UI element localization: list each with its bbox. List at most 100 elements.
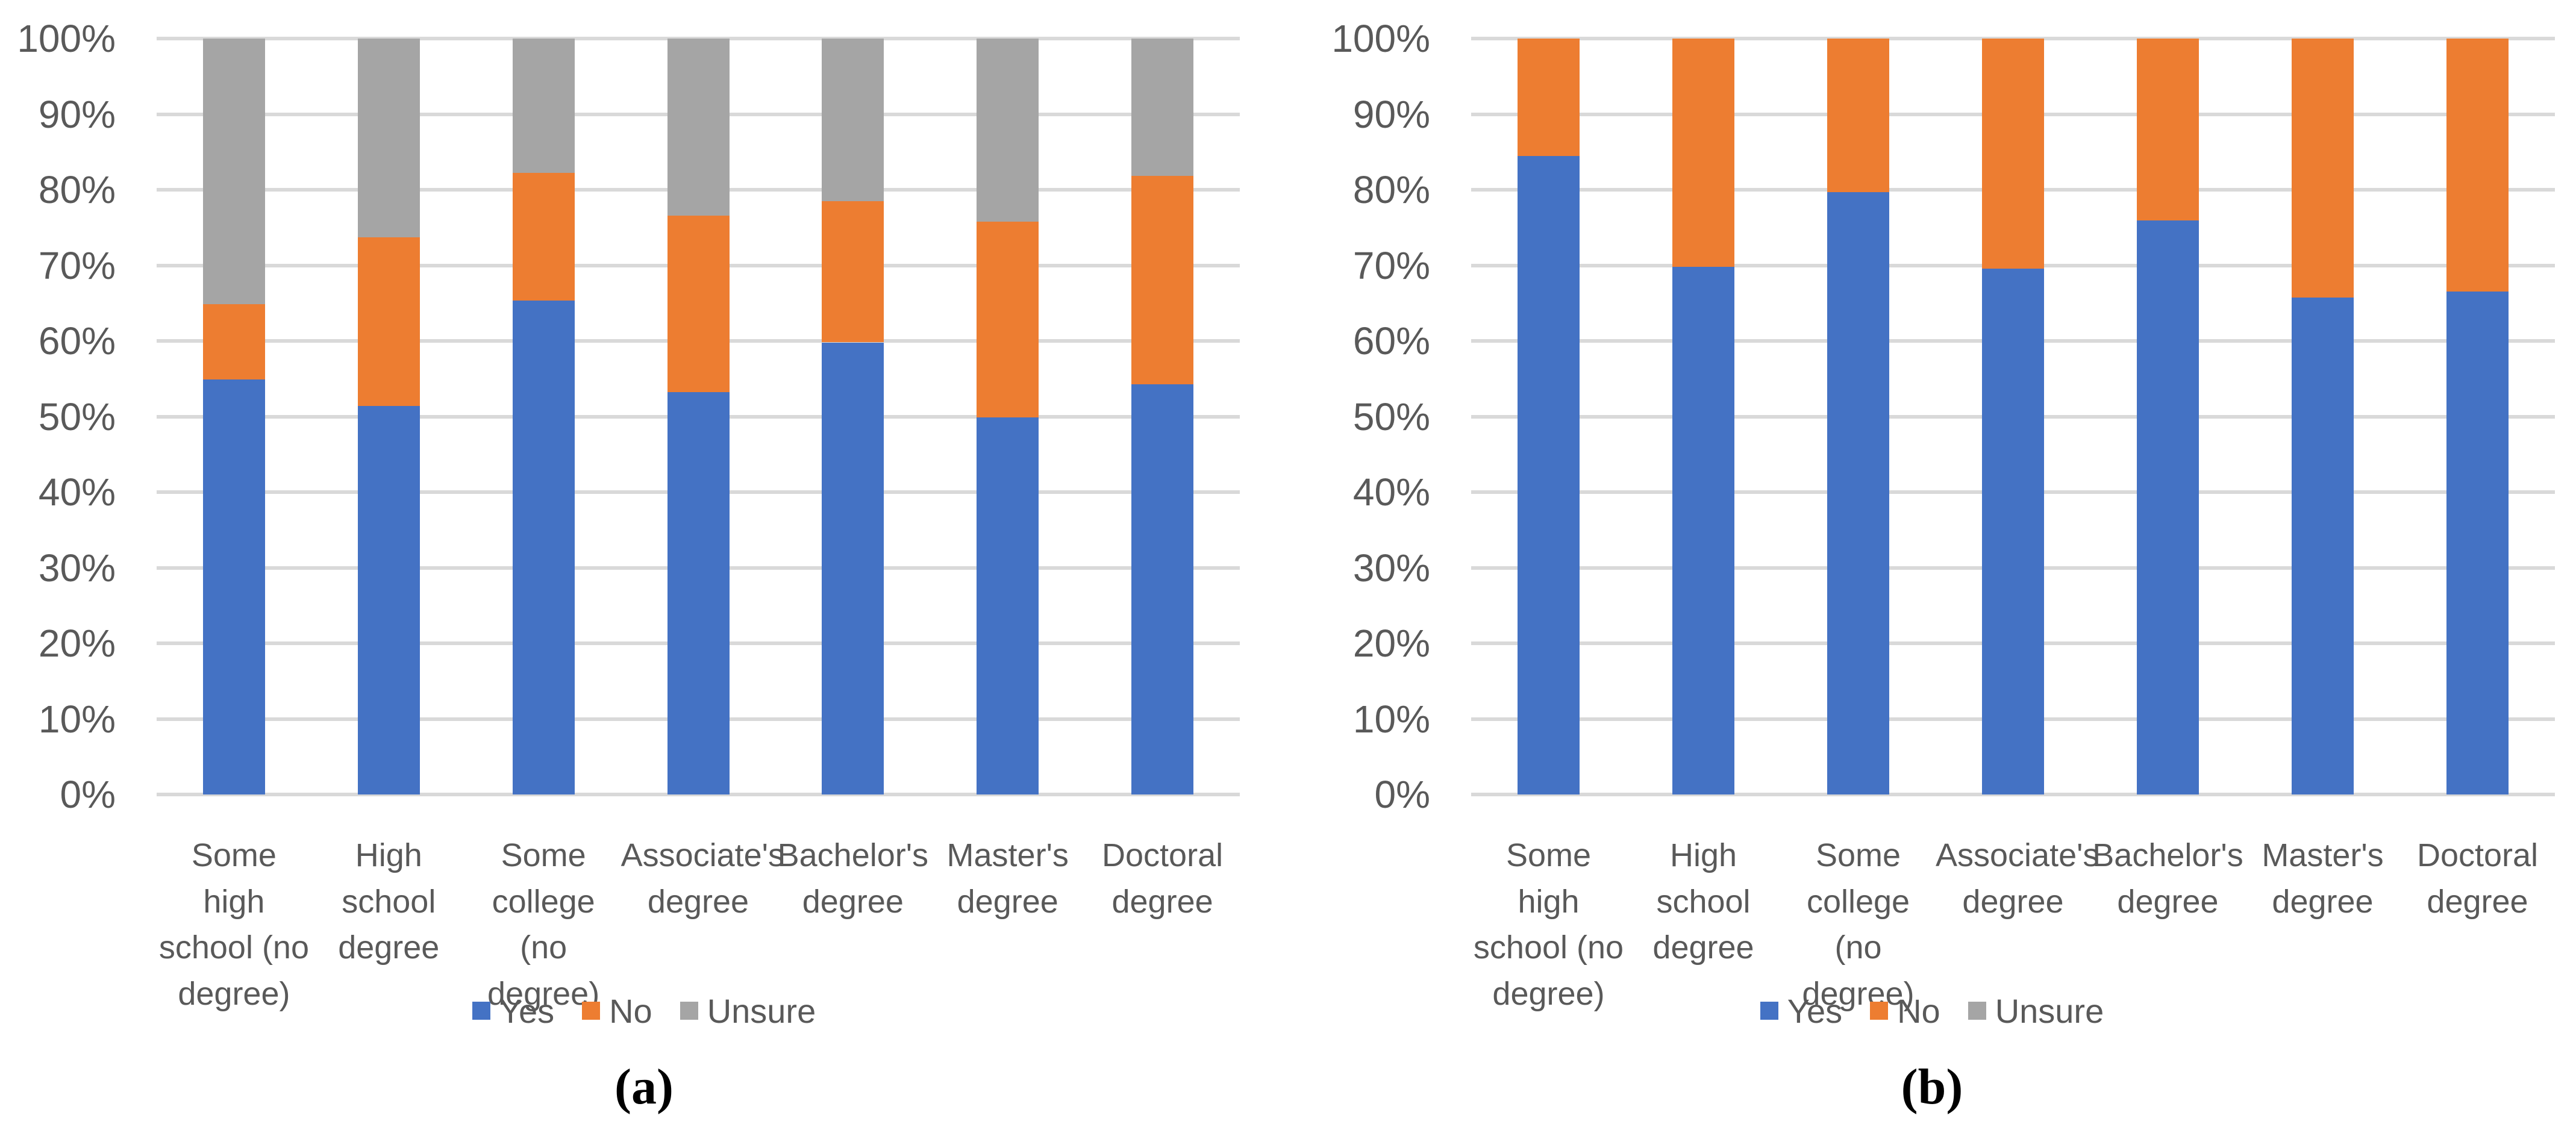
bar-segment-yes (1672, 267, 1734, 794)
y-tick-label: 80% (1352, 168, 1430, 211)
y-tick-label: 0% (1374, 773, 1431, 816)
y-tick-label: 90% (1352, 92, 1430, 136)
bar-segment-no (202, 304, 265, 379)
legend-swatch-yes (1760, 1002, 1778, 1020)
bar-segment-no (977, 221, 1039, 417)
category-label: Master's degree (946, 837, 1069, 920)
bar-segment-unsure (977, 39, 1039, 222)
bar-segment-no (667, 215, 730, 393)
y-tick-label: 60% (38, 319, 116, 363)
bar-segment-unsure (512, 39, 575, 173)
legend-item-yes: Yes (1760, 991, 1842, 1031)
category-label: Doctoral degree (1102, 837, 1224, 920)
category-label: Doctoral degree (2416, 837, 2539, 920)
bar-segment-yes (1131, 384, 1194, 794)
category-label: Some high school (no degree) (1473, 837, 1624, 1013)
y-tick-label: 100% (17, 17, 116, 60)
y-tick-label: 70% (38, 243, 116, 287)
bar-segment-yes (2292, 298, 2354, 794)
legend-label: No (609, 991, 652, 1030)
bar-segment-no (1827, 39, 1889, 192)
bar-segment-yes (977, 417, 1039, 794)
y-tick-label: 30% (38, 546, 116, 590)
legend-item-no: No (1870, 991, 1940, 1031)
legend-b: Yes No Unsure (1288, 987, 2576, 1035)
y-tick-label: 70% (1352, 243, 1430, 287)
legend-swatch-yes (472, 1002, 490, 1020)
bar-segment-yes (667, 392, 730, 794)
bar-segment-unsure (357, 39, 420, 238)
legend-a: Yes No Unsure (0, 987, 1288, 1035)
bar-segment-yes (822, 342, 884, 794)
caption-b: (b) (1901, 1059, 1963, 1115)
chart-b: 0% 10% 20% 30% 40% 50% 60% 70% 80% 90% 100% Some hi… (1288, 0, 2576, 1136)
y-tick-label: 60% (1352, 319, 1430, 363)
chart-a: 0% 10% 20% 30% 40% 50% 60% 70% 80% 90% 100% Some hi… (0, 17, 1288, 1115)
bar-segment-no (2446, 39, 2509, 292)
bar-segment-yes (202, 379, 265, 794)
y-tick-label: 40% (1352, 470, 1430, 514)
legend-swatch-unsure (680, 1002, 698, 1020)
bar-segment-unsure (667, 39, 730, 216)
y-tick-label: 100% (1331, 17, 1430, 60)
category-label: High school degree (1652, 837, 1754, 966)
bar-segment-yes (1518, 155, 1580, 794)
y-tick-label: 50% (1352, 395, 1430, 438)
bar-segment-no (357, 237, 420, 406)
category-label: Master's degree (2262, 837, 2384, 920)
category-label: High school degree (338, 837, 440, 966)
legend-label: Unsure (1995, 991, 2104, 1030)
legend-item-yes: Yes (472, 991, 554, 1031)
plot-area-b: 0% 10% 20% 30% 40% 50% 60% 70% 80% 90% 100% Some hi… (1288, 0, 2576, 1136)
y-tick-label: 0% (60, 773, 116, 816)
y-tick-label: 90% (38, 92, 116, 136)
bar-segment-no (2137, 39, 2199, 221)
bar-segment-no (1982, 39, 2044, 269)
bar-segment-yes (357, 405, 420, 794)
bar-segment-no (512, 173, 575, 301)
y-tick-label: 40% (38, 470, 116, 514)
legend-label: Yes (1787, 991, 1843, 1030)
gridline (157, 793, 1240, 796)
bar-segment-no (1672, 39, 1734, 267)
category-label: Some college (no degree) (487, 837, 600, 1013)
bar-segment-unsure (202, 39, 265, 304)
y-tick-label: 80% (38, 168, 116, 211)
gridline (1471, 793, 2555, 796)
y-tick-label: 30% (1352, 546, 1430, 590)
bar-segment-unsure (1131, 39, 1194, 176)
bar-segment-yes (1827, 192, 1889, 794)
bar-segment-yes (2137, 220, 2199, 794)
category-label: Bachelor's degree (2092, 837, 2243, 920)
category-label: Associate's degree (621, 837, 784, 920)
caption-a: (a) (614, 1059, 674, 1115)
legend-swatch-unsure (1968, 1002, 1986, 1020)
legend-item-unsure: Unsure (680, 991, 816, 1031)
y-tick-label: 20% (38, 622, 116, 665)
legend-swatch-no (1870, 1002, 1889, 1020)
y-tick-label: 50% (38, 395, 116, 438)
bar-segment-no (2292, 39, 2354, 298)
category-label: Some high school (no degree) (158, 837, 309, 1013)
legend-label: Unsure (707, 991, 816, 1030)
y-tick-label: 10% (38, 697, 116, 741)
bar-segment-no (1131, 176, 1194, 384)
bar-segment-unsure (822, 39, 884, 201)
legend-label: Yes (499, 991, 555, 1030)
legend-swatch-no (582, 1002, 601, 1020)
category-label: Some college (no degree) (1802, 837, 1915, 1013)
category-label: Associate's degree (1936, 837, 2099, 920)
legend-item-no: No (582, 991, 652, 1031)
bar-segment-yes (512, 301, 575, 794)
bar-segment-no (822, 201, 884, 343)
category-label: Bachelor's degree (777, 837, 929, 920)
legend-label: No (1897, 991, 1940, 1030)
y-tick-label: 20% (1352, 622, 1430, 665)
legend-item-unsure: Unsure (1968, 991, 2104, 1031)
plot-area-a: 0% 10% 20% 30% 40% 50% 60% 70% 80% 90% 100% Some hi… (17, 17, 1240, 1013)
bar-segment-yes (2446, 292, 2509, 794)
bar-segment-yes (1982, 268, 2044, 794)
y-tick-label: 10% (1352, 697, 1430, 741)
bar-segment-no (1518, 39, 1580, 156)
